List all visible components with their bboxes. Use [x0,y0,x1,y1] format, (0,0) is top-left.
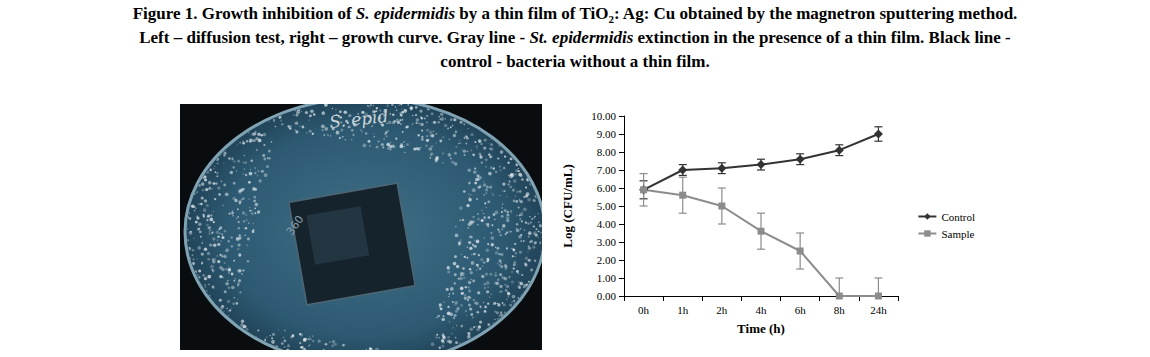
svg-text:24h: 24h [870,304,887,316]
html-text:Figure 1. Growth inhibition of: Figure 1. Growth inhibition of S. epider… [132,4,1018,26]
svg-text:7.00: 7.00 [597,164,617,176]
svg-text:2.00: 2.00 [597,254,617,266]
svg-text:2h: 2h [716,304,728,316]
svg-text:6.00: 6.00 [597,182,617,194]
svg-text:9.00: 9.00 [597,128,617,140]
svg-text:10.00: 10.00 [591,110,616,122]
html-text:Left – diffusion test, right –: Left – diffusion test, right – growth cu… [139,28,1011,47]
svg-text:Sample: Sample [941,228,974,240]
svg-text:4h: 4h [756,304,768,316]
svg-text:0h: 0h [638,304,650,316]
svg-text:Control: Control [941,211,975,223]
svg-text:3.00: 3.00 [597,236,617,248]
svg-text:0.00: 0.00 [597,290,617,302]
svg-text:360: 360 [284,213,307,238]
svg-text:6h: 6h [795,304,807,316]
svg-text:8.00: 8.00 [597,146,617,158]
svg-text:1.00: 1.00 [597,272,617,284]
svg-text:S. epid: S. epid [328,106,389,132]
svg-text:5.00: 5.00 [597,200,617,212]
svg-text:Log (CFU/mL): Log (CFU/mL) [560,164,575,247]
svg-text:8h: 8h [834,304,846,316]
html-text:control - bacteria without a t: control - bacteria without a thin film. [440,52,710,71]
svg-text:1h: 1h [677,304,689,316]
svg-text:4.00: 4.00 [597,218,617,230]
svg-text:Time (h): Time (h) [737,321,785,336]
